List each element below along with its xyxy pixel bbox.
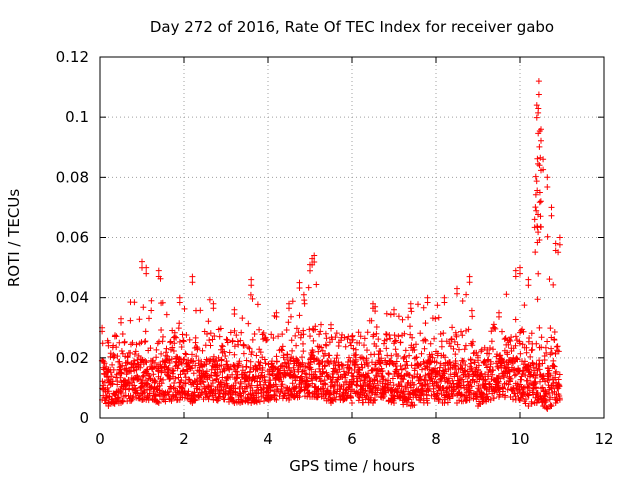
- y-tick-label: 0: [79, 409, 89, 427]
- roti-scatter-marks: [98, 78, 563, 412]
- x-tick-label: 10: [510, 430, 529, 448]
- y-tick-label: 0.06: [56, 229, 89, 247]
- y-axis-label: ROTI / TECUs: [5, 189, 23, 287]
- x-tick-label: 6: [347, 430, 357, 448]
- y-tick-label: 0.08: [56, 168, 89, 186]
- y-tick-label: 0.12: [56, 48, 89, 66]
- axes: 0 2 4 6 8 10 12 0 0.02 0.04 0.06 0.08 0.1 0.12: [56, 48, 614, 448]
- y-tick-label: 0.02: [56, 349, 89, 367]
- chart-title: Day 272 of 2016, Rate Of TEC Index for r…: [150, 18, 554, 36]
- x-tick-label: 12: [594, 430, 613, 448]
- x-tick-label: 4: [263, 430, 273, 448]
- x-axis-label: GPS time / hours: [289, 457, 415, 475]
- y-tick-label: 0.1: [65, 108, 89, 126]
- x-tick-label: 0: [95, 430, 105, 448]
- x-tick-label: 2: [179, 430, 189, 448]
- y-tick-label: 0.04: [56, 289, 89, 307]
- data-points: [98, 78, 563, 412]
- x-tick-label: 8: [431, 430, 441, 448]
